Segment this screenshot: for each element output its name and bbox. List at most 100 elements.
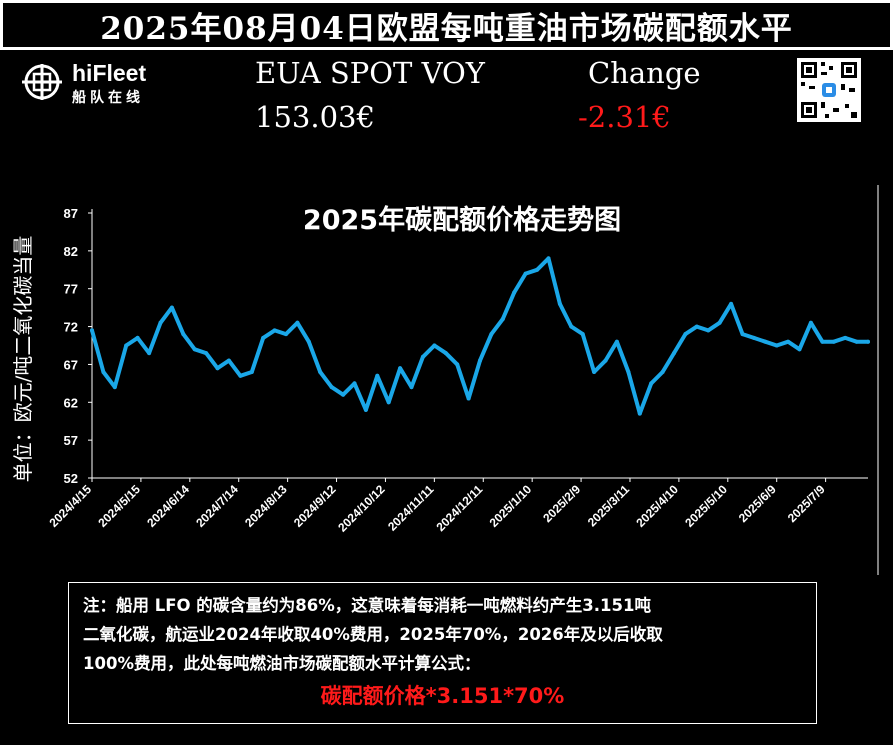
data-point (318, 370, 323, 374)
product-label: EUA SPOT VOY (255, 56, 485, 90)
data-point (843, 335, 848, 340)
y-tick-label: 87 (64, 206, 78, 221)
data-point (478, 358, 482, 363)
x-tick-label: 2025/7/9 (785, 482, 828, 525)
x-tick-label: 2025/1/10 (487, 482, 535, 530)
data-point (147, 351, 152, 356)
data-point (649, 381, 654, 386)
data-point (261, 335, 266, 340)
x-tick-label: 2024/8/13 (242, 482, 290, 530)
data-point (238, 373, 243, 378)
data-point (409, 385, 414, 390)
data-point (101, 370, 106, 374)
data-point (569, 324, 574, 329)
data-point (124, 343, 129, 348)
data-point (466, 396, 471, 401)
data-point (489, 332, 494, 337)
data-point (672, 351, 676, 356)
data-point (866, 339, 870, 344)
data-point (808, 320, 813, 325)
x-tick-label: 2024/10/12 (335, 482, 388, 535)
x-tick-label: 2024/4/15 (46, 482, 94, 530)
data-point (614, 339, 619, 344)
data-point (249, 370, 254, 374)
data-point (112, 385, 117, 390)
data-point (375, 373, 380, 378)
data-point (204, 351, 209, 356)
y-tick-label: 62 (64, 395, 78, 410)
y-tick-label: 67 (64, 357, 78, 372)
price-value: 153.03€ (255, 100, 375, 134)
data-point (398, 366, 403, 371)
data-point (500, 317, 505, 321)
x-tick-label: 2024/9/12 (291, 482, 339, 530)
data-point (192, 347, 197, 352)
y-axis-label: 单位：欧元/吨二氧化碳当量 (11, 236, 35, 483)
x-tick-label: 2024/7/14 (193, 482, 241, 530)
note-line-1: 注：船用 LFO 的碳含量约为86%，这意味着每消耗一吨燃料约产生3.151吨 (83, 596, 651, 615)
data-point (797, 347, 802, 352)
data-point (341, 392, 346, 397)
data-point (512, 290, 517, 295)
hifleet-logo: hiFleet 船队在线 (20, 60, 170, 106)
data-point (557, 301, 562, 306)
data-point (546, 256, 551, 261)
y-tick-label: 52 (64, 471, 78, 486)
change-label: Change (588, 56, 701, 90)
data-point (295, 320, 300, 325)
data-point (363, 407, 368, 412)
x-tick-label: 2025/2/9 (540, 482, 583, 525)
data-point (523, 271, 528, 276)
data-point (158, 320, 163, 325)
data-point (626, 370, 631, 374)
x-tick-label: 2024/12/11 (433, 482, 485, 534)
ship-wheel-icon (22, 64, 62, 100)
y-tick-label: 82 (64, 244, 78, 259)
price-chart: 2025年碳配额价格走势图 单位：欧元/吨二氧化碳当量 52 57 62 67 72 77… (11, 185, 879, 575)
data-point (432, 343, 437, 348)
data-point (181, 332, 186, 337)
data-point (660, 370, 665, 374)
title-inner: 2025年08月04日欧盟每吨重油市场碳配额水平 (3, 3, 890, 47)
data-point (740, 332, 745, 337)
y-tick-label: 57 (64, 433, 78, 448)
data-point (729, 301, 734, 306)
logo-name: hiFleet (72, 60, 147, 86)
data-point (717, 320, 722, 325)
data-point (386, 400, 391, 405)
data-point (272, 328, 277, 333)
x-tick-label: 2025/5/10 (682, 482, 730, 530)
title-bar: 2025年08月04日欧盟每吨重油市场碳配额水平 (0, 0, 893, 50)
formula: 碳配额价格*3.151*70% (320, 684, 565, 708)
data-point (751, 335, 756, 340)
data-point (352, 381, 357, 386)
data-point (831, 339, 836, 344)
data-point (226, 358, 231, 363)
data-point (169, 305, 174, 310)
data-point (592, 370, 597, 374)
x-tick-label: 2024/6/14 (144, 482, 192, 530)
x-tick-label: 2025/3/11 (585, 482, 632, 529)
data-point (535, 267, 540, 272)
data-point (306, 339, 311, 344)
data-point (637, 411, 642, 416)
data-point (706, 328, 711, 333)
data-point (90, 328, 94, 333)
data-point (774, 343, 779, 348)
data-point (443, 351, 448, 356)
qr-code (797, 58, 861, 122)
x-tick-label: 2025/4/10 (633, 482, 681, 530)
data-point (603, 358, 608, 363)
change-value: -2.31€ (578, 100, 671, 134)
series-line (90, 256, 870, 416)
x-tick-label: 2024/11/11 (385, 482, 437, 534)
data-point (763, 339, 768, 344)
page-title: 2025年08月04日欧盟每吨重油市场碳配额水平 (100, 10, 793, 47)
data-point (683, 332, 688, 337)
data-point (135, 335, 140, 340)
data-point (854, 339, 859, 344)
chart-title: 2025年碳配额价格走势图 (303, 204, 621, 236)
data-point (420, 354, 425, 359)
y-tick-label: 77 (64, 282, 78, 297)
data-point (786, 339, 791, 344)
